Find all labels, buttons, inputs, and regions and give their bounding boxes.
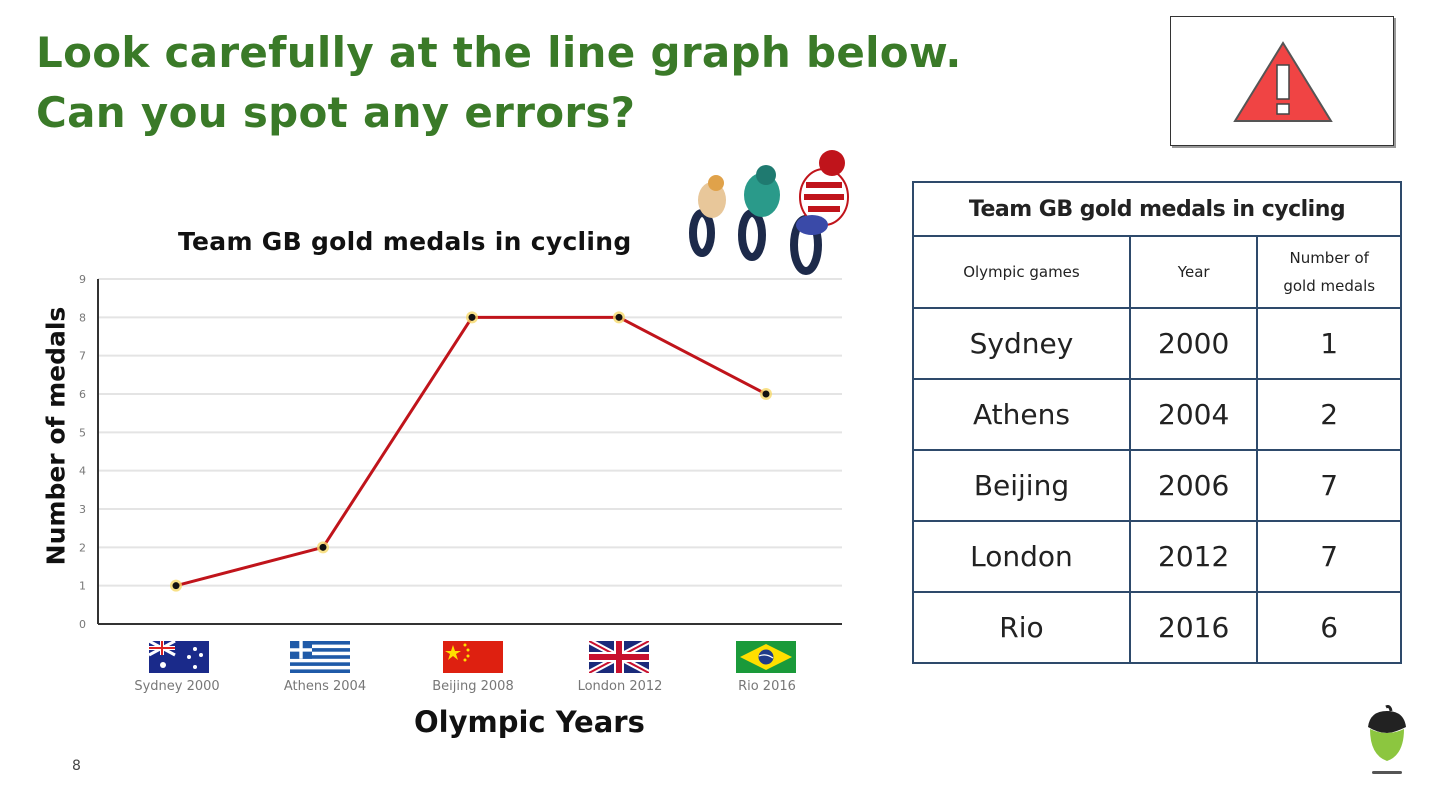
flag-australia xyxy=(149,641,209,673)
x-tick-label: Beijing 2008 xyxy=(432,679,514,694)
y-tick-label: 5 xyxy=(79,426,86,439)
table-cell: 2012 xyxy=(1128,520,1259,593)
table-cell: 2016 xyxy=(1128,591,1259,664)
y-axis-label: Number of medals xyxy=(41,306,71,566)
cyclists-illustration xyxy=(689,150,849,275)
data-point xyxy=(762,390,770,398)
table-row: Athens 2004 2 xyxy=(912,378,1402,451)
x-axis-label: Olympic Years xyxy=(414,705,645,739)
x-tick-label: London 2012 xyxy=(577,679,663,694)
table-header: Number of gold medals xyxy=(1256,235,1402,309)
flag-brazil xyxy=(736,641,796,673)
table-cell: 2004 xyxy=(1128,378,1259,451)
data-point xyxy=(172,582,180,590)
table-title: Team GB gold medals in cycling xyxy=(912,181,1402,237)
table-row: London 2012 7 xyxy=(912,520,1402,593)
flag-greece xyxy=(290,641,350,673)
table-cell: London xyxy=(912,520,1131,593)
x-tick-label: Athens 2004 xyxy=(283,679,367,694)
table-cell: 1 xyxy=(1256,307,1402,380)
warning-triangle-icon xyxy=(1233,41,1333,122)
chart-title: Team GB gold medals in cycling xyxy=(178,227,632,256)
table-header: Olympic games xyxy=(912,235,1131,309)
table-cell: 2006 xyxy=(1128,449,1259,522)
data-point xyxy=(319,543,327,551)
y-tick-label: 2 xyxy=(79,541,86,554)
x-tick-label: Sydney 2000 xyxy=(134,679,220,694)
y-tick-label: 8 xyxy=(79,311,86,324)
table-cell: 2 xyxy=(1256,378,1402,451)
table-cell: Athens xyxy=(912,378,1131,451)
table-header: Year xyxy=(1128,235,1259,309)
table-row: Sydney 2000 1 xyxy=(912,307,1402,380)
y-tick-label: 1 xyxy=(79,580,86,593)
y-tick-label: 3 xyxy=(79,503,86,516)
table-cell: 2000 xyxy=(1128,307,1259,380)
series-line xyxy=(175,315,767,588)
y-tick-label: 7 xyxy=(79,350,86,363)
warning-box xyxy=(1170,16,1394,146)
table-cell: Rio xyxy=(912,591,1131,664)
table-cell: Sydney xyxy=(912,307,1131,380)
table-cell: Beijing xyxy=(912,449,1131,522)
page-number: 8 xyxy=(72,758,81,774)
medals-table: Team GB gold medals in cycling Olympic g… xyxy=(912,181,1402,664)
table-row: Rio 2016 6 xyxy=(912,591,1402,664)
table-row: Beijing 2006 7 xyxy=(912,449,1402,522)
y-tick-label: 0 xyxy=(79,618,86,631)
table-cell: 6 xyxy=(1256,591,1402,664)
y-tick-label: 9 xyxy=(79,273,86,286)
y-tick-label: 6 xyxy=(79,388,86,401)
x-tick-label: Rio 2016 xyxy=(738,679,796,694)
flag-china xyxy=(443,641,503,673)
table-cell: 7 xyxy=(1256,520,1402,593)
table-cell: 7 xyxy=(1256,449,1402,522)
heading-line-2: Can you spot any errors? xyxy=(36,88,636,137)
heading-line-1: Look carefully at the line graph below. xyxy=(36,28,962,77)
acorn-logo-icon xyxy=(1368,705,1406,774)
y-tick-label: 4 xyxy=(79,465,86,478)
data-point xyxy=(615,313,623,321)
flag-united-kingdom xyxy=(589,641,649,673)
data-point xyxy=(468,313,476,321)
